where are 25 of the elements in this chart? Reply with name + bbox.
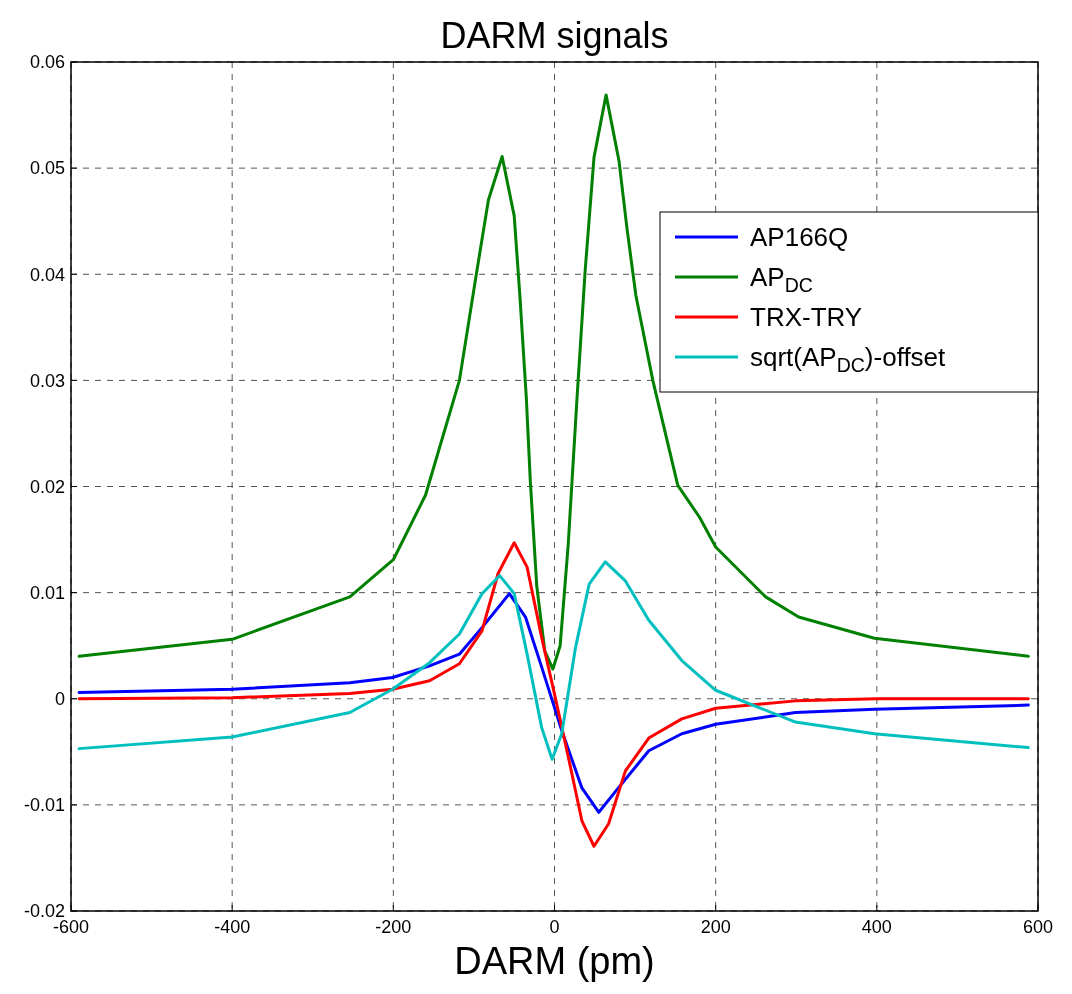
x-tick-label: 0 — [549, 917, 560, 937]
y-tick-label: 0.05 — [29, 158, 65, 179]
x-tick-label: -200 — [375, 917, 412, 937]
line-series — [77, 560, 1030, 761]
x-tick-label: 600 — [1022, 917, 1054, 937]
y-tick-label: 0.01 — [29, 582, 65, 603]
x-axis-title: DARM (pm) — [454, 940, 655, 982]
line-series — [77, 592, 1030, 814]
y-tick-label: 0.02 — [29, 476, 65, 497]
x-tick-label: -600 — [52, 917, 90, 937]
y-tick-label: 0.06 — [29, 52, 65, 73]
legend-label: AP166Q — [750, 222, 849, 253]
y-tick-label: 0 — [54, 689, 65, 710]
line-series — [77, 93, 1030, 671]
y-tick-label: -0.01 — [23, 795, 65, 816]
chart-title: DARM signals — [440, 15, 669, 56]
x-tick-label: -400 — [214, 917, 251, 937]
x-tick-label: 400 — [861, 917, 892, 937]
y-tick-label: 0.03 — [29, 370, 65, 391]
legend-label: TRX-TRY — [750, 302, 863, 333]
y-tick-label: 0.04 — [29, 264, 65, 285]
legend-label: sqrt(AP$_{DC}$)-offset — [750, 342, 947, 377]
legend-label: AP$_{DC}$ — [750, 262, 813, 297]
x-tick-label: 200 — [700, 917, 731, 937]
line-series — [77, 541, 1030, 848]
